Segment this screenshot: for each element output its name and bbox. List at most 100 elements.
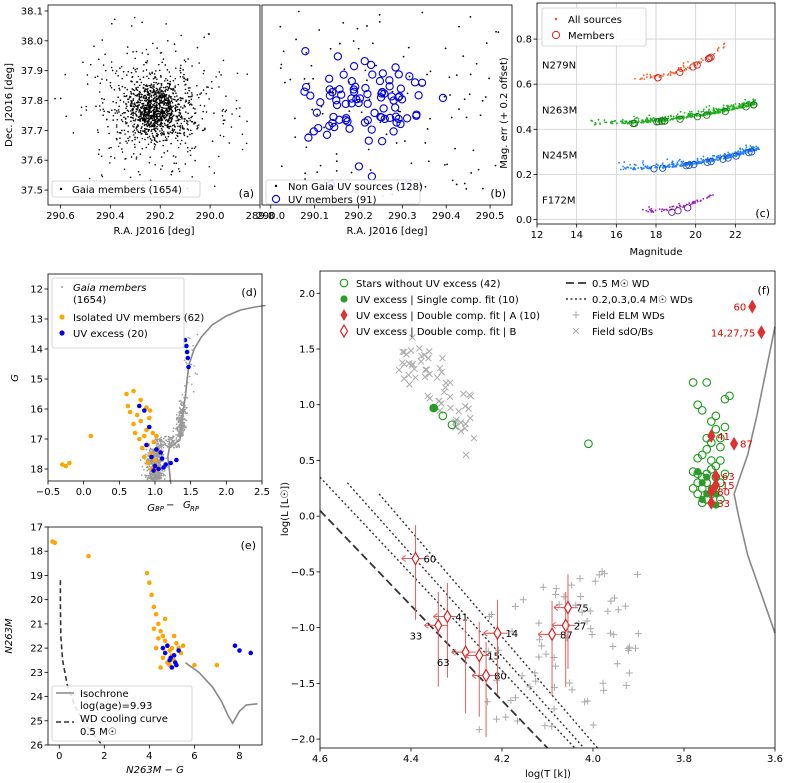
member-point: [143, 83, 145, 86]
source-point: [669, 74, 672, 76]
member-point: [135, 50, 138, 53]
member-point: [167, 131, 169, 134]
gaia-member-point: [153, 451, 155, 454]
gaia-member-point: [148, 465, 151, 468]
source-point: [746, 105, 749, 108]
member-point: [132, 67, 135, 69]
gaia-member-point: [171, 445, 174, 447]
member-point: [151, 117, 153, 120]
source-point: [755, 145, 758, 148]
member-point: [224, 110, 227, 113]
filter-label: N279N: [542, 60, 576, 71]
member-point: [183, 128, 185, 130]
gaia-member-point: [175, 417, 178, 420]
single-fit-point: [694, 468, 702, 476]
member-point: [179, 64, 182, 67]
field-sdob-marker: [398, 359, 406, 366]
member-point: [168, 71, 171, 73]
member-point: [658, 117, 666, 125]
member-point: [196, 125, 199, 127]
uv-source-point: [343, 68, 346, 70]
member-point: [143, 108, 145, 110]
member-point: [145, 100, 148, 102]
gaia-member-point: [156, 455, 159, 457]
member-point: [205, 92, 208, 95]
member-point: [109, 81, 112, 84]
source-point: [693, 201, 696, 203]
member-point: [148, 135, 151, 138]
gaia-member-point: [164, 444, 167, 447]
gaia-member-point: [154, 473, 156, 476]
gaia-member-point: [183, 422, 186, 424]
y-tick-label: 17: [30, 523, 43, 534]
x-axis-label: R.A. J2016 [deg]: [113, 226, 194, 237]
gaia-member-point: [164, 474, 167, 477]
uv-member-point: [301, 82, 311, 92]
member-point: [191, 176, 194, 178]
member-point: [101, 39, 104, 41]
member-point: [164, 64, 167, 66]
member-point: [123, 116, 125, 119]
isolated-uv-point: [131, 421, 136, 427]
gaia-member-point: [182, 404, 184, 407]
gaia-member-point: [146, 469, 149, 472]
member-point: [164, 124, 167, 126]
isolated-uv-point: [174, 640, 179, 646]
member-point: [160, 82, 163, 85]
gaia-member-point: [155, 477, 158, 480]
member-point: [166, 125, 169, 128]
member-point: [132, 103, 134, 105]
gaia-member-point: [143, 469, 145, 471]
field-elm-marker: [576, 575, 584, 583]
uv-source-point: [329, 47, 332, 50]
gaia-member-point: [183, 428, 186, 431]
gaia-member-point: [180, 417, 182, 420]
field-elm-marker: [532, 677, 540, 685]
member-point: [150, 141, 153, 144]
uv-source-point: [426, 128, 429, 130]
source-point: [636, 116, 638, 119]
member-point: [154, 120, 156, 123]
source-point: [691, 115, 694, 118]
gaia-member-point: [156, 453, 158, 456]
member-point: [123, 168, 126, 171]
member-point: [156, 89, 158, 92]
isolated-uv-point: [146, 415, 152, 421]
no-uv-excess-point: [584, 439, 593, 449]
uv-source-point: [371, 42, 374, 45]
member-point: [96, 129, 99, 131]
member-point: [160, 134, 163, 136]
member-point: [194, 108, 196, 110]
isolated-uv-point: [139, 445, 145, 451]
member-point: [180, 99, 182, 101]
member-point: [222, 59, 225, 62]
uv-member-point: [367, 172, 377, 181]
uv-excess-point: [152, 463, 158, 469]
member-point: [179, 75, 182, 78]
member-point: [146, 89, 149, 91]
field-elm-marker: [535, 653, 543, 661]
member-point: [172, 87, 174, 90]
source-point: [662, 119, 664, 122]
field-sdob-marker: [425, 348, 433, 355]
uv-excess-point: [137, 403, 142, 409]
legend-marker: [340, 295, 348, 303]
member-point: [151, 71, 153, 74]
member-point: [171, 101, 174, 104]
source-point: [714, 112, 717, 115]
member-point: [150, 122, 152, 124]
source-point: [701, 159, 704, 162]
member-point: [137, 100, 139, 102]
source-point: [742, 151, 744, 154]
member-point: [149, 156, 151, 158]
uv-source-point: [294, 117, 296, 120]
uv-source-point: [282, 50, 285, 53]
uv-source-point: [348, 110, 351, 113]
isolated-uv-point: [192, 662, 197, 668]
member-point: [167, 110, 169, 113]
field-elm-marker: [578, 608, 586, 616]
isolated-uv-point: [153, 611, 159, 617]
source-point: [680, 70, 683, 73]
uv-member-point: [361, 83, 370, 93]
source-point: [697, 162, 700, 165]
